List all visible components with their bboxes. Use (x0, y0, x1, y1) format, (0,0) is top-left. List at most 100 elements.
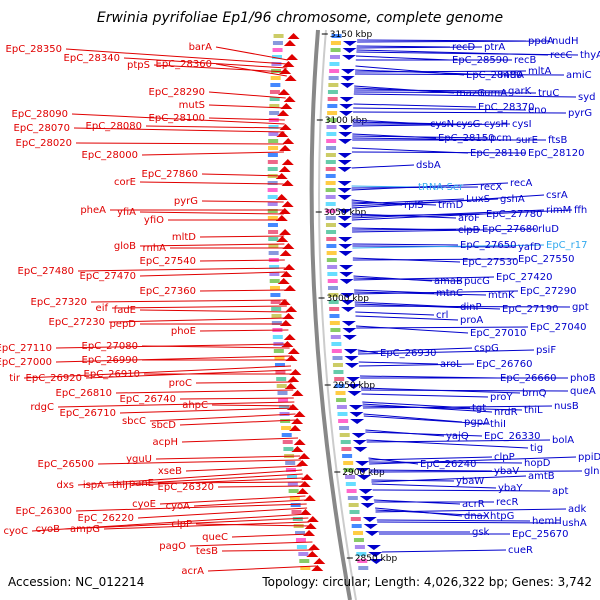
right-leader-line (355, 70, 527, 73)
right-leader-line (354, 89, 507, 92)
left-category-tile (273, 349, 284, 353)
map-title: Erwinia pyrifoliae Ep1/96 chromosome, co… (97, 10, 503, 26)
right-gene-label: mltA (528, 66, 551, 77)
left-strand-gene (296, 460, 309, 466)
right-strand-gene (346, 377, 361, 382)
left-gene-label: thiJ (112, 480, 128, 491)
right-strand-gene (348, 405, 363, 410)
left-gene-label: EpC_26990 (82, 355, 138, 366)
left-leader-line (57, 401, 295, 408)
right-gene-label: recR (496, 497, 519, 508)
left-gene-label: queC (202, 532, 228, 543)
right-leader-line (381, 549, 507, 553)
right-category-tile (328, 83, 339, 87)
right-leader-line (375, 508, 567, 513)
right-gene-label: surE (516, 135, 538, 146)
right-category-tile (332, 356, 343, 360)
left-gene-label: EpC_28360 (156, 59, 212, 70)
right-strand-gene (342, 335, 357, 340)
left-leader-line (141, 345, 290, 349)
left-category-tile (295, 538, 306, 542)
left-gene-label: pyrG (174, 196, 198, 207)
right-leader-line (368, 461, 523, 464)
right-leader-line (353, 93, 577, 98)
right-strand-gene (355, 461, 370, 466)
right-strand-gene (350, 419, 365, 424)
right-gene-label: recB (514, 55, 537, 66)
right-category-tile (325, 195, 336, 199)
left-leader-line (208, 91, 286, 99)
right-strand-gene (337, 188, 352, 193)
left-leader-line (208, 104, 286, 109)
left-leader-line (208, 117, 285, 121)
left-category-tile (299, 559, 310, 563)
right-category-tile (328, 76, 339, 80)
left-strand-gene (283, 40, 296, 46)
left-strand-gene (284, 383, 297, 389)
right-category-tile (331, 34, 342, 38)
left-leader-line (201, 173, 284, 177)
right-category-tile (339, 433, 350, 437)
left-strand-gene (289, 369, 302, 375)
left-gene-labels: EpC_28350 barA EpC_28340 ptpS EpC_28360 EpC_2… (0, 42, 228, 577)
right-leader-line (354, 290, 519, 295)
left-strand-gene (293, 439, 306, 445)
right-gene-label: amaB (434, 276, 463, 287)
left-gene-label: EpC_27230 (49, 317, 105, 328)
right-category-tile (340, 440, 351, 444)
left-strand-gene (287, 376, 300, 382)
right-leader-line (371, 483, 497, 489)
left-gene-label: eif (96, 303, 109, 314)
left-category-tile (269, 97, 280, 101)
right-leader-line (351, 185, 417, 188)
right-category-tile (327, 111, 338, 115)
right-gene-label: ybaW (456, 476, 484, 487)
right-strand-gene (340, 300, 355, 305)
left-gene-label: mutS (179, 100, 205, 111)
left-category-tile (267, 209, 278, 213)
right-strand-gene (338, 244, 353, 249)
right-category-tile (329, 55, 340, 59)
right-category-tile (329, 314, 340, 318)
left-category-tile (281, 426, 292, 430)
right-gene-label: EpC_25670 (512, 529, 568, 540)
left-strand-gene (277, 110, 290, 116)
right-category-tile (356, 552, 367, 556)
right-category-tile (325, 167, 336, 171)
right-gene-label: dinP (460, 302, 482, 313)
left-strand-gene (283, 334, 296, 340)
left-leader-line (215, 63, 287, 77)
left-leader-line (75, 503, 307, 512)
right-gene-label: yajQ (446, 431, 469, 442)
right-strand-gene (366, 545, 381, 550)
right-strand-gene (369, 559, 384, 564)
left-strand-gene (296, 488, 309, 494)
left-gene-label: EpC_26710 (60, 408, 116, 419)
right-leader-line (351, 198, 465, 205)
right-category-tile (346, 489, 357, 493)
right-leader-line (365, 431, 483, 437)
right-strand-gene (337, 216, 352, 221)
right-category-tile (329, 307, 340, 311)
left-leader-line (217, 485, 305, 488)
right-leader-line (358, 347, 473, 353)
right-gene-label: rplS (404, 200, 424, 211)
left-strand-gene (307, 544, 320, 550)
left-gene-label: EpC_27470 (80, 271, 136, 282)
right-gene-label: ppiD (578, 452, 600, 463)
right-leader-line (369, 456, 577, 465)
right-gene-label: gpt (572, 302, 589, 313)
left-category-tile (270, 293, 281, 297)
left-gene-label: EpC_27110 (0, 343, 52, 354)
right-gene-label: cysN (430, 119, 454, 130)
left-gene-label: EpC_26740 (120, 394, 176, 405)
left-strand-gene (278, 208, 291, 214)
right-strand-gene (338, 251, 353, 256)
right-gene-label: EpC_28150 (438, 133, 494, 144)
left-strand-gene (291, 446, 304, 452)
left-leader-line (75, 142, 285, 145)
right-leader-line (353, 91, 537, 94)
right-gene-label: clpB (458, 225, 480, 236)
left-category-tile (267, 153, 278, 157)
right-leader-line (370, 470, 583, 473)
